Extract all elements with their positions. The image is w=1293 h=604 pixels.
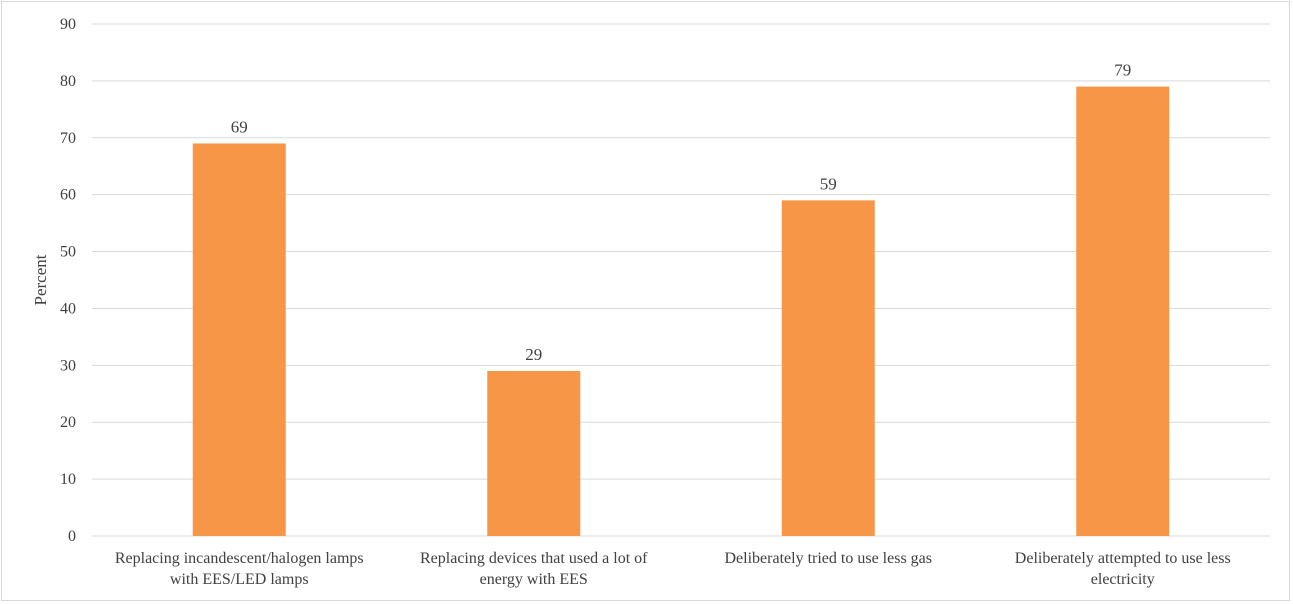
bar	[487, 371, 581, 536]
y-axis-ticks: 0 10 20 30 40 50 60 70 80 90	[60, 16, 76, 545]
data-label: 79	[1114, 61, 1131, 80]
x-category-label: Deliberately tried to use less gas	[725, 550, 933, 567]
bars	[192, 86, 1170, 537]
y-tick-label: 10	[60, 471, 76, 488]
y-tick-label: 60	[60, 187, 76, 204]
bar	[1076, 86, 1170, 537]
y-tick-label: 20	[60, 414, 76, 431]
data-labels: 69 29 59 79	[231, 61, 1132, 364]
y-tick-label: 80	[60, 73, 76, 90]
data-label: 29	[525, 345, 542, 364]
y-tick-label: 0	[68, 528, 76, 545]
x-category-label: Replacing devices that used a lot of ener…	[420, 550, 648, 588]
bar	[781, 200, 875, 536]
y-tick-label: 30	[60, 357, 76, 374]
x-category-label: Replacing incandescent/halogen lamps with…	[115, 550, 364, 588]
y-tick-label: 70	[60, 130, 76, 147]
y-tick-label: 40	[60, 300, 76, 317]
y-tick-label: 90	[60, 16, 76, 33]
x-axis-categories: Replacing incandescent/halogen lamps with…	[115, 550, 1231, 588]
data-label: 59	[820, 174, 837, 193]
y-tick-label: 50	[60, 244, 76, 261]
gridlines	[92, 23, 1270, 537]
x-category-label: Deliberately attempted to use less electr…	[1015, 550, 1231, 588]
bar	[192, 143, 286, 536]
y-axis-label: Percent	[31, 254, 50, 305]
data-label: 69	[231, 117, 248, 136]
